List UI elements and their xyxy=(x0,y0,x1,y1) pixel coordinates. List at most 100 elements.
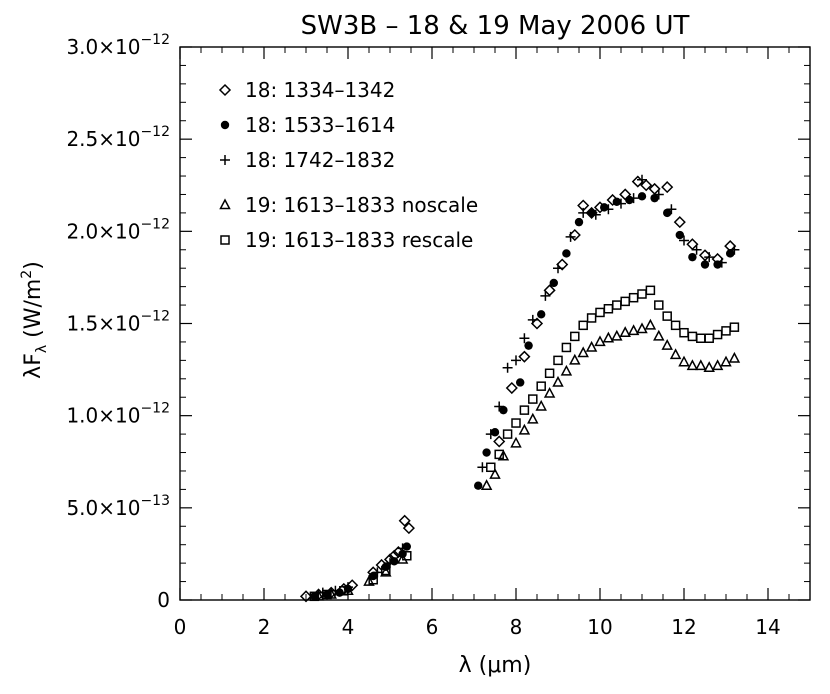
data-point xyxy=(556,258,569,271)
data-point xyxy=(527,412,539,424)
x-tick-label: 8 xyxy=(510,615,523,639)
data-point xyxy=(704,252,715,263)
data-point xyxy=(612,300,622,310)
data-point xyxy=(527,314,538,325)
data-point xyxy=(518,423,531,435)
data-point xyxy=(625,195,634,205)
y-tick-mantissa: 5.0×10 xyxy=(66,496,140,520)
data-point xyxy=(562,249,571,258)
data-point xyxy=(494,401,505,412)
x-tick-label: 12 xyxy=(671,615,696,639)
data-point xyxy=(673,216,686,229)
y-tick-mantissa: 1.5×10 xyxy=(66,312,140,336)
data-point xyxy=(695,359,707,371)
x-label-part: μm xyxy=(487,653,522,678)
data-point xyxy=(696,333,706,343)
data-point xyxy=(299,590,313,603)
data-point xyxy=(398,514,411,527)
data-point xyxy=(402,551,412,561)
data-point xyxy=(637,192,647,201)
data-point xyxy=(600,203,609,212)
data-point xyxy=(390,557,399,566)
legend-item: 18: 1334–1342 xyxy=(218,78,395,102)
axes: 0 2 4 6 8 10 12 1405.0×10−131.0×10−121.5×10−122… xyxy=(66,32,811,639)
legend-marker-triangle xyxy=(219,198,231,210)
x-tick-label: 2 xyxy=(258,615,271,639)
data-point xyxy=(322,589,332,600)
legend: 18: 1334–1342 18: 1533–1614 18: 1742–1832 1… xyxy=(218,78,478,252)
legend-marker-square xyxy=(220,235,230,245)
data-point xyxy=(691,244,702,255)
data-point xyxy=(485,429,496,440)
data-point xyxy=(339,586,349,596)
data-point xyxy=(729,322,740,332)
data-point xyxy=(493,435,506,448)
series-square xyxy=(309,285,740,602)
data-point xyxy=(489,468,501,479)
data-point xyxy=(585,340,598,352)
legend-item: 19: 1613–1833 noscale xyxy=(219,193,478,217)
y-tick-label: 2.5×10−12 xyxy=(66,124,170,151)
data-point xyxy=(654,300,664,310)
legend-label: 19: 1613–1833 noscale xyxy=(245,193,478,217)
data-point xyxy=(480,479,493,490)
legend-item: 18: 1533–1614 xyxy=(220,113,395,137)
data-point xyxy=(703,361,715,372)
y-tick-label: 5.0×10−13 xyxy=(66,493,170,520)
data-point xyxy=(549,278,558,288)
data-point xyxy=(666,204,677,215)
y-tick-mantissa: 1.0×10 xyxy=(66,404,140,428)
x-label-part: ) xyxy=(523,653,532,678)
data-point xyxy=(543,386,556,398)
data-point xyxy=(612,197,621,207)
data-point xyxy=(553,355,563,366)
y-tick-mantissa: 3.0×10 xyxy=(66,35,140,59)
data-point xyxy=(595,307,605,318)
data-point xyxy=(611,329,623,341)
data-point xyxy=(711,359,724,371)
data-point xyxy=(662,311,672,321)
data-marks xyxy=(299,174,741,603)
y-label-part: λ xyxy=(34,345,50,353)
data-point xyxy=(381,565,391,576)
y-tick-exponent: −12 xyxy=(140,216,170,232)
data-point xyxy=(518,350,531,363)
x-axis-label: λ (μm) xyxy=(459,653,532,678)
y-label-part: ) xyxy=(21,261,46,270)
data-point xyxy=(603,204,614,215)
data-point xyxy=(678,355,690,367)
data-point xyxy=(346,579,359,592)
data-point xyxy=(530,317,544,330)
data-point xyxy=(653,189,664,200)
data-point xyxy=(688,252,697,262)
legend-label: 19: 1613–1833 rescale xyxy=(245,228,473,252)
data-point xyxy=(505,381,518,395)
data-point xyxy=(544,368,555,379)
x-tick-label: 0 xyxy=(174,615,187,639)
legend-marker-plus xyxy=(220,155,230,165)
data-point xyxy=(721,326,731,336)
data-point xyxy=(686,359,699,371)
y-label-part: (W/m xyxy=(21,279,46,345)
data-point xyxy=(510,436,522,448)
legend-marker-diamond xyxy=(218,83,232,97)
data-point xyxy=(577,346,589,358)
data-point xyxy=(698,249,712,262)
data-point xyxy=(363,574,375,586)
data-point xyxy=(675,230,684,240)
y-tick-exponent: −12 xyxy=(140,309,170,325)
data-point xyxy=(537,310,546,319)
x-tick-label: 14 xyxy=(755,615,780,639)
y-tick-label: 1.5×10−12 xyxy=(66,309,170,336)
data-point xyxy=(396,552,409,564)
y-label-part: 2 xyxy=(19,270,35,279)
chart-title: SW3B – 18 & 19 May 2006 UT xyxy=(301,11,690,41)
data-point xyxy=(524,341,533,350)
data-point xyxy=(594,335,606,347)
data-point xyxy=(716,257,727,268)
data-point xyxy=(519,405,530,415)
legend-label: 18: 1533–1614 xyxy=(245,113,395,137)
data-point xyxy=(368,574,378,585)
data-point xyxy=(603,304,614,314)
